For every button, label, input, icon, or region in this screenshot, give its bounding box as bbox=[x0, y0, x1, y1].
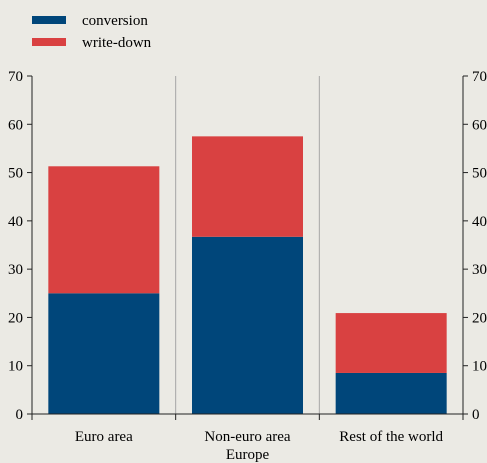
y-tick-label-left: 40 bbox=[8, 214, 23, 230]
legend-swatch-write-down bbox=[32, 38, 66, 46]
y-tick-label-right: 40 bbox=[472, 214, 487, 230]
x-tick-label: Rest of the world bbox=[339, 429, 443, 445]
bar-conversion-2 bbox=[192, 236, 303, 414]
bar-conversion-3 bbox=[335, 372, 447, 414]
x-tick-label: Non-euro area Europe bbox=[204, 429, 291, 463]
y-tick-label-left: 0 bbox=[16, 407, 24, 423]
y-tick-label-right: 50 bbox=[472, 166, 487, 182]
y-tick-label-left: 30 bbox=[8, 262, 23, 278]
y-tick-label-left: 60 bbox=[8, 117, 23, 133]
bar-conversion-1 bbox=[48, 293, 160, 414]
y-tick-label-right: 0 bbox=[472, 407, 480, 423]
legend: conversion write-down bbox=[32, 13, 152, 51]
x-tick-label: Euro area bbox=[75, 429, 133, 445]
axes bbox=[27, 75, 468, 420]
legend-label-conversion: conversion bbox=[82, 13, 148, 29]
y-tick-label-left: 50 bbox=[8, 166, 23, 182]
y-axis-right-labels: 0 10 20 30 40 50 60 70 bbox=[472, 69, 487, 423]
y-tick-label-right: 60 bbox=[472, 117, 487, 133]
legend-label-write-down: write-down bbox=[82, 35, 152, 51]
y-tick-label-right: 30 bbox=[472, 262, 487, 278]
legend-swatch-conversion bbox=[32, 16, 66, 24]
y-tick-label-right: 20 bbox=[472, 310, 487, 326]
y-tick-label-right: 70 bbox=[472, 69, 487, 85]
y-tick-label-left: 10 bbox=[8, 359, 23, 375]
gridlines bbox=[175, 76, 320, 414]
bar-write-down-2 bbox=[192, 136, 303, 237]
y-axis-left-labels: 0 10 20 30 40 50 60 70 bbox=[8, 69, 23, 423]
bars bbox=[48, 136, 447, 414]
x-axis-labels: Euro area Non-euro area Europe Rest of the … bbox=[75, 429, 444, 463]
bar-write-down-1 bbox=[48, 166, 160, 294]
y-tick-label-left: 70 bbox=[8, 69, 23, 85]
y-tick-label-right: 10 bbox=[472, 359, 487, 375]
bar-write-down-3 bbox=[335, 313, 447, 373]
y-tick-label-left: 20 bbox=[8, 310, 23, 326]
